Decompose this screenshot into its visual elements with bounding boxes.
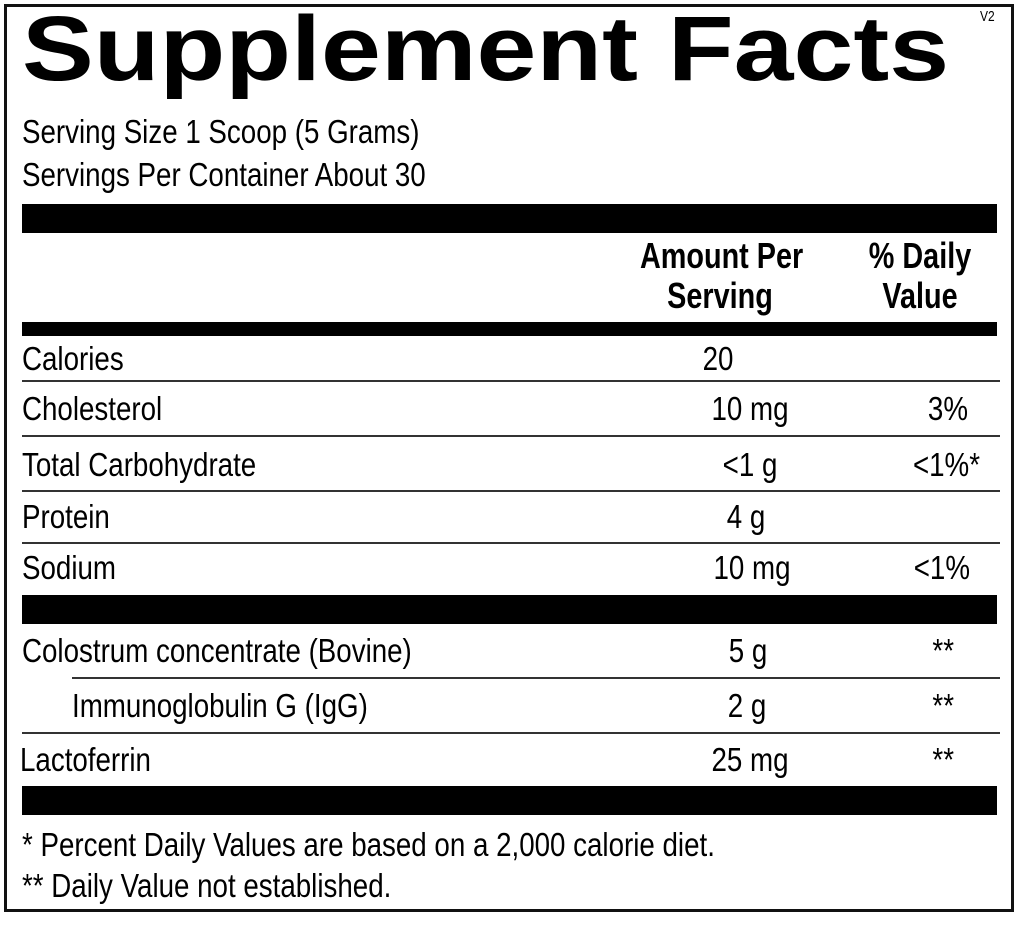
label-title: Supplement Facts [22,0,950,100]
nutrient-amount: <1 g [722,446,778,483]
servings-per-container: Servings Per Container About 30 [22,156,426,193]
footnote-not-established: ** Daily Value not established. [22,867,392,904]
nutrient-name: Sodium [22,549,116,586]
nutrient-name: Calories [22,340,124,377]
version-mark: V2 [980,8,995,25]
divider-bar [22,322,997,336]
row-divider [22,732,1000,734]
ingredient-name: Immunoglobulin G (IgG) [72,687,368,724]
nutrient-amount: 10 mg [713,549,791,586]
ingredient-amount: 2 g [727,687,767,724]
row-divider [22,490,1000,492]
nutrient-dv: <1% [913,549,970,586]
dv-header-line2: Value [882,275,958,316]
amount-header-line2: Serving [667,275,773,316]
footnote-daily-values: * Percent Daily Values are based on a 2,… [22,826,715,863]
row-divider [22,542,1000,544]
divider-bar [22,595,997,624]
ingredient-name: Lactoferrin [20,741,151,778]
amount-header-line1: Amount Per [640,235,804,276]
serving-size: Serving Size 1 Scoop (5 Grams) [22,113,420,150]
ingredient-amount: 25 mg [711,741,789,778]
row-divider [72,677,1000,679]
divider-bar [22,204,997,233]
nutrient-amount: 20 [702,340,734,377]
ingredient-dv: ** [932,632,954,669]
nutrient-amount: 4 g [726,498,766,535]
nutrient-name: Protein [22,498,110,535]
ingredient-amount: 5 g [728,632,768,669]
row-divider [22,435,1000,437]
ingredient-dv: ** [932,687,954,724]
ingredient-dv: ** [932,741,954,778]
row-divider [22,380,1000,382]
label-border [4,4,1014,912]
divider-bar [22,786,997,815]
dv-header-line1: % Daily [868,235,972,276]
nutrient-name: Cholesterol [22,390,163,427]
nutrient-amount: 10 mg [711,390,789,427]
nutrient-name: Total Carbohydrate [22,446,257,483]
nutrient-dv: <1%* [912,446,980,483]
nutrient-dv: 3% [927,390,968,427]
ingredient-name: Colostrum concentrate (Bovine) [22,632,412,669]
